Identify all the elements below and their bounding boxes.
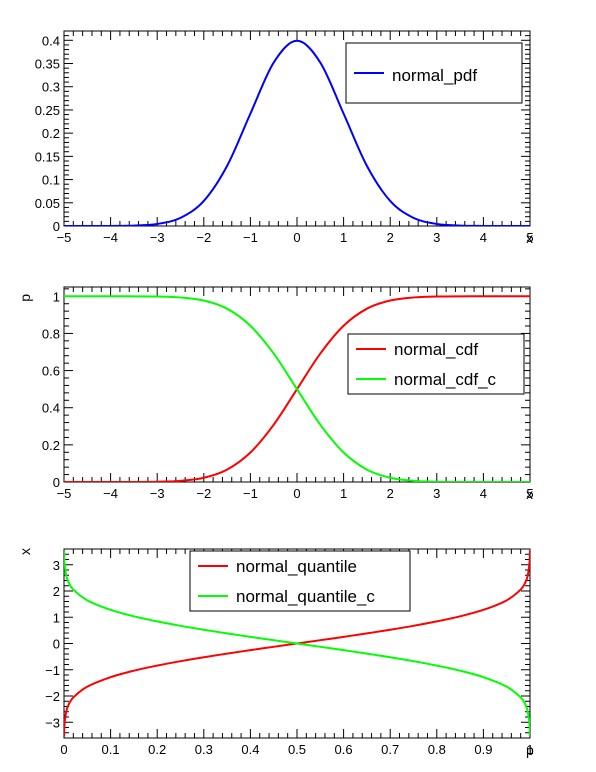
quantile-panel: 0 0.1 0.2 0.3 0.4 0.5 0.6 0.7 0.8 0.9 1 −3 −2 −1 0 1 2 3 n… bbox=[17, 548, 534, 758]
x-tick-label: 0 bbox=[293, 230, 300, 245]
y-tick-label: −3 bbox=[45, 715, 60, 730]
series-line-normal_quantile_c bbox=[64, 550, 530, 737]
x-tick-label: 2 bbox=[387, 486, 394, 501]
legend-label-normal_cdf: normal_cdf bbox=[394, 340, 478, 359]
x-tick-label: 0.9 bbox=[474, 742, 492, 757]
x-tick-label: −4 bbox=[103, 486, 118, 501]
legend-label-normal_quantile: normal_quantile bbox=[236, 557, 357, 576]
x-tick-label: 4 bbox=[480, 486, 487, 501]
legend: normal_quantile normal_quantile_c bbox=[189, 550, 411, 612]
y-tick-label: 0 bbox=[53, 475, 60, 490]
x-tick-label: 2 bbox=[387, 230, 394, 245]
y-tick-label: 0 bbox=[53, 637, 60, 652]
x-tick-label: 0.6 bbox=[335, 742, 353, 757]
y-tick-label: 0.35 bbox=[35, 57, 60, 72]
legend-box bbox=[189, 550, 411, 612]
x-tick-label: 0.3 bbox=[195, 742, 213, 757]
x-tick-label: −1 bbox=[243, 230, 258, 245]
x-tick-label: −1 bbox=[243, 486, 258, 501]
x-tick-label: 5 bbox=[526, 486, 533, 501]
x-axis-title: x bbox=[526, 230, 533, 246]
y-tick-label: 0 bbox=[53, 219, 60, 234]
x-tick-label: −3 bbox=[150, 230, 165, 245]
y-tick-label: 2 bbox=[53, 584, 60, 599]
x-tick-label: 0.1 bbox=[102, 742, 120, 757]
x-tick-label: 1 bbox=[526, 742, 533, 757]
y-tick-label: 1 bbox=[53, 610, 60, 625]
y-tick-label: −1 bbox=[45, 663, 60, 678]
x-tick-label: −4 bbox=[103, 230, 118, 245]
y-axis-title: x bbox=[17, 548, 33, 555]
x-tick-label: 0 bbox=[60, 742, 67, 757]
y-tick-label: 0.25 bbox=[35, 103, 60, 118]
x-tick-label: 0.2 bbox=[148, 742, 166, 757]
x-tick-label: 0 bbox=[293, 486, 300, 501]
y-axis-title: p bbox=[17, 294, 33, 302]
x-tick-label: 0.7 bbox=[381, 742, 399, 757]
x-tick-label: −2 bbox=[196, 486, 211, 501]
legend: normal_cdf normal_cdf_c bbox=[347, 333, 525, 395]
x-tick-label: 0.4 bbox=[241, 742, 259, 757]
x-tick-label: 1 bbox=[340, 486, 347, 501]
x-tick-label: 4 bbox=[480, 230, 487, 245]
y-tick-label: 3 bbox=[53, 558, 60, 573]
x-axis-title: p bbox=[526, 742, 534, 758]
x-tick-label: −3 bbox=[150, 486, 165, 501]
x-tick-label: 3 bbox=[433, 486, 440, 501]
x-tick-label: 0.5 bbox=[288, 742, 306, 757]
legend-label-normal_quantile_c: normal_quantile_c bbox=[236, 587, 375, 606]
legend-label-normal_pdf: normal_pdf bbox=[392, 66, 477, 85]
x-axis-title: x bbox=[526, 486, 533, 502]
x-tick-label: −5 bbox=[57, 486, 72, 501]
x-tick-label: 3 bbox=[433, 230, 440, 245]
y-tick-label: 0.6 bbox=[42, 364, 60, 379]
y-tick-label: −2 bbox=[45, 689, 60, 704]
legend-label-normal_cdf_c: normal_cdf_c bbox=[394, 370, 497, 389]
cdf-panel: −5 −4 −3 −2 −1 0 1 2 3 4 5 0 0.2 0.4 0.6 0.8 1 normal_cdf… bbox=[17, 286, 534, 502]
legend: normal_pdf bbox=[345, 42, 523, 104]
x-tick-label: 1 bbox=[340, 230, 347, 245]
series-line-normal_pdf bbox=[64, 39, 530, 226]
y-tick-label: 1 bbox=[53, 289, 60, 304]
y-tick-label: 0.4 bbox=[42, 401, 60, 416]
pdf-panel: −5 −4 −3 −2 −1 0 1 2 3 4 5 0 0.05 0.1 0.15 0.2 0.25 0.3 0.… bbox=[35, 30, 534, 246]
y-tick-label: 0.8 bbox=[42, 326, 60, 341]
y-tick-label: 0.4 bbox=[42, 33, 60, 48]
series-line-normal_cdf_c bbox=[64, 295, 530, 482]
legend-box bbox=[347, 333, 525, 395]
x-tick-label: 0.8 bbox=[428, 742, 446, 757]
x-tick-label: −2 bbox=[196, 230, 211, 245]
x-tick-label: 5 bbox=[526, 230, 533, 245]
y-tick-label: 0.1 bbox=[42, 173, 60, 188]
y-tick-label: 0.2 bbox=[42, 126, 60, 141]
x-tick-label: −5 bbox=[57, 230, 72, 245]
y-tick-label: 0.05 bbox=[35, 196, 60, 211]
y-tick-label: 0.2 bbox=[42, 438, 60, 453]
y-tick-label: 0.3 bbox=[42, 80, 60, 95]
y-tick-label: 0.15 bbox=[35, 149, 60, 164]
